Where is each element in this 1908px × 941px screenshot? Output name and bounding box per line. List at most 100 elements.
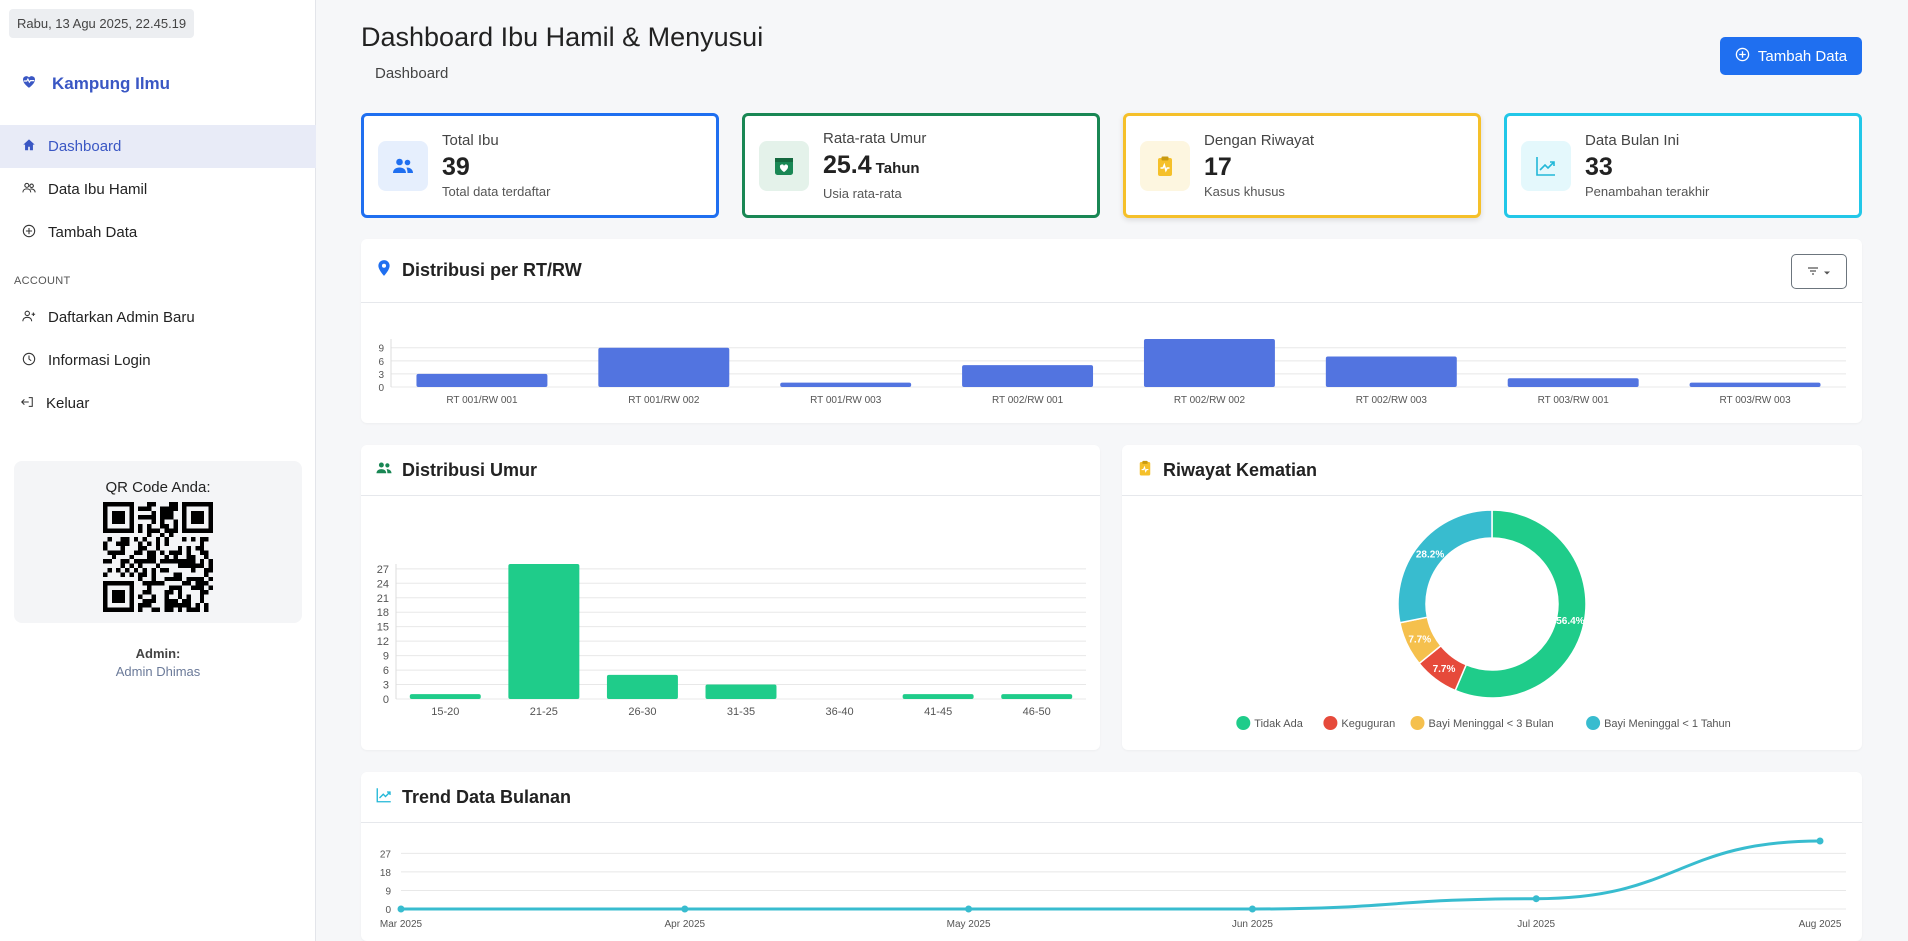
x-tick-label: RT 001/RW 001 <box>446 395 518 406</box>
bar[interactable] <box>606 674 678 699</box>
trend-point[interactable] <box>397 905 405 913</box>
doughnut-slice[interactable] <box>1454 509 1587 699</box>
qr-module <box>138 594 143 599</box>
qr-module <box>173 598 178 604</box>
admin-name: Admin Dhimas <box>115 664 201 679</box>
legend-swatch <box>1586 716 1601 730</box>
kematian-chart-card: Riwayat Kematian 56.4% 7.7% 7.7% 28.2% Tidak… <box>1122 445 1862 750</box>
qr-module <box>173 585 178 590</box>
qr-module <box>147 515 152 520</box>
qr-module <box>142 581 147 586</box>
card-header: Trend Data Bulanan <box>361 772 1862 823</box>
heart-pulse-icon <box>20 72 38 95</box>
slice-percentage-label: 56.4% <box>1556 616 1584 627</box>
qr-module <box>147 524 152 529</box>
qr-module <box>120 537 125 542</box>
bar[interactable] <box>1001 694 1073 699</box>
page-title: Dashboard Ibu Hamil & Menyusui <box>361 22 764 52</box>
trend-point[interactable] <box>1532 895 1540 903</box>
qr-module <box>186 554 191 560</box>
legend-swatch <box>1236 716 1251 730</box>
nav-item-keluar[interactable]: Keluar <box>0 382 316 425</box>
trend-point[interactable] <box>681 905 689 913</box>
nav-item-dashboard[interactable]: Dashboard <box>0 125 316 168</box>
y-tick-label: 27 <box>377 564 389 576</box>
qr-module <box>129 572 134 577</box>
qr-module <box>169 603 174 608</box>
account-nav: Daftarkan Admin Baru Informasi Login Kel… <box>0 296 316 425</box>
qr-module <box>147 585 152 590</box>
card-header: Distribusi Umur <box>361 445 1100 496</box>
trend-point[interactable] <box>965 905 973 913</box>
x-tick-label: 31-35 <box>727 706 755 718</box>
bar[interactable] <box>508 564 580 699</box>
stat-card-total-ibu: Total Ibu 39 Total data terdaftar <box>361 113 719 218</box>
qr-module <box>151 598 156 604</box>
tambah-data-button[interactable]: Tambah Data <box>1720 37 1862 75</box>
nav-item-daftarkan-admin[interactable]: Daftarkan Admin Baru <box>0 296 316 339</box>
y-tick-label: 9 <box>385 886 391 897</box>
filter-dropdown-button[interactable] <box>1791 254 1847 289</box>
users-icon <box>375 459 393 482</box>
bar[interactable] <box>902 694 974 699</box>
qr-module <box>164 598 169 604</box>
qr-module <box>147 554 152 560</box>
qr-module <box>182 537 187 542</box>
qr-module <box>147 581 152 586</box>
qr-module <box>120 541 125 546</box>
qr-module <box>186 550 191 555</box>
bar[interactable] <box>780 382 912 387</box>
breadcrumb[interactable]: Dashboard <box>375 65 449 82</box>
brand-link[interactable]: Kampung Ilmu <box>20 72 170 95</box>
y-tick-label: 15 <box>377 622 389 634</box>
qr-module <box>204 603 209 608</box>
qr-module <box>147 528 152 533</box>
qr-module <box>138 515 143 520</box>
qr-module <box>177 603 183 608</box>
qr-module <box>169 550 174 555</box>
qr-module <box>147 559 152 564</box>
nav-item-informasi-login[interactable]: Informasi Login <box>0 339 316 382</box>
bar[interactable] <box>1325 356 1457 387</box>
users-icon <box>378 140 428 191</box>
bar[interactable] <box>416 373 548 387</box>
qr-module <box>120 563 125 568</box>
qr-module <box>177 550 183 555</box>
nav-item-tambah-data[interactable]: Tambah Data <box>0 211 316 254</box>
qr-module <box>160 550 165 555</box>
qr-module <box>151 554 156 560</box>
bar[interactable] <box>598 347 730 387</box>
bar[interactable] <box>409 694 481 699</box>
slice-percentage-label: 7.7% <box>1408 634 1431 645</box>
bar[interactable] <box>1507 378 1639 387</box>
qr-module <box>208 585 213 590</box>
qr-module <box>147 550 152 555</box>
qr-module <box>186 581 191 586</box>
legend-label: Tidak Ada <box>1254 718 1303 730</box>
qr-module <box>138 563 143 568</box>
legend-swatch <box>1323 716 1338 730</box>
qr-module <box>182 559 187 564</box>
trend-point[interactable] <box>1816 837 1824 845</box>
qr-module <box>125 568 130 573</box>
bar[interactable] <box>962 365 1094 387</box>
doughnut-slice[interactable] <box>1397 509 1493 624</box>
bar[interactable] <box>1143 339 1275 387</box>
qr-module <box>138 603 143 608</box>
qr-module <box>199 541 205 546</box>
qr-module <box>164 510 169 516</box>
qr-module <box>147 532 152 538</box>
trend-point[interactable] <box>1248 905 1256 913</box>
nav-item-data-ibu-hamil[interactable]: Data Ibu Hamil <box>0 168 316 211</box>
qr-module <box>173 519 178 524</box>
qr-module <box>147 590 152 595</box>
qr-module <box>177 585 183 590</box>
bar[interactable] <box>705 684 777 699</box>
y-tick-label: 18 <box>380 868 392 879</box>
clipboard-pulse-icon <box>1140 140 1190 191</box>
x-tick-label: Aug 2025 <box>1799 919 1842 930</box>
qr-module <box>204 550 209 555</box>
brand-name: Kampung Ilmu <box>52 73 171 93</box>
qr-module <box>116 568 121 573</box>
bar[interactable] <box>1689 382 1821 387</box>
